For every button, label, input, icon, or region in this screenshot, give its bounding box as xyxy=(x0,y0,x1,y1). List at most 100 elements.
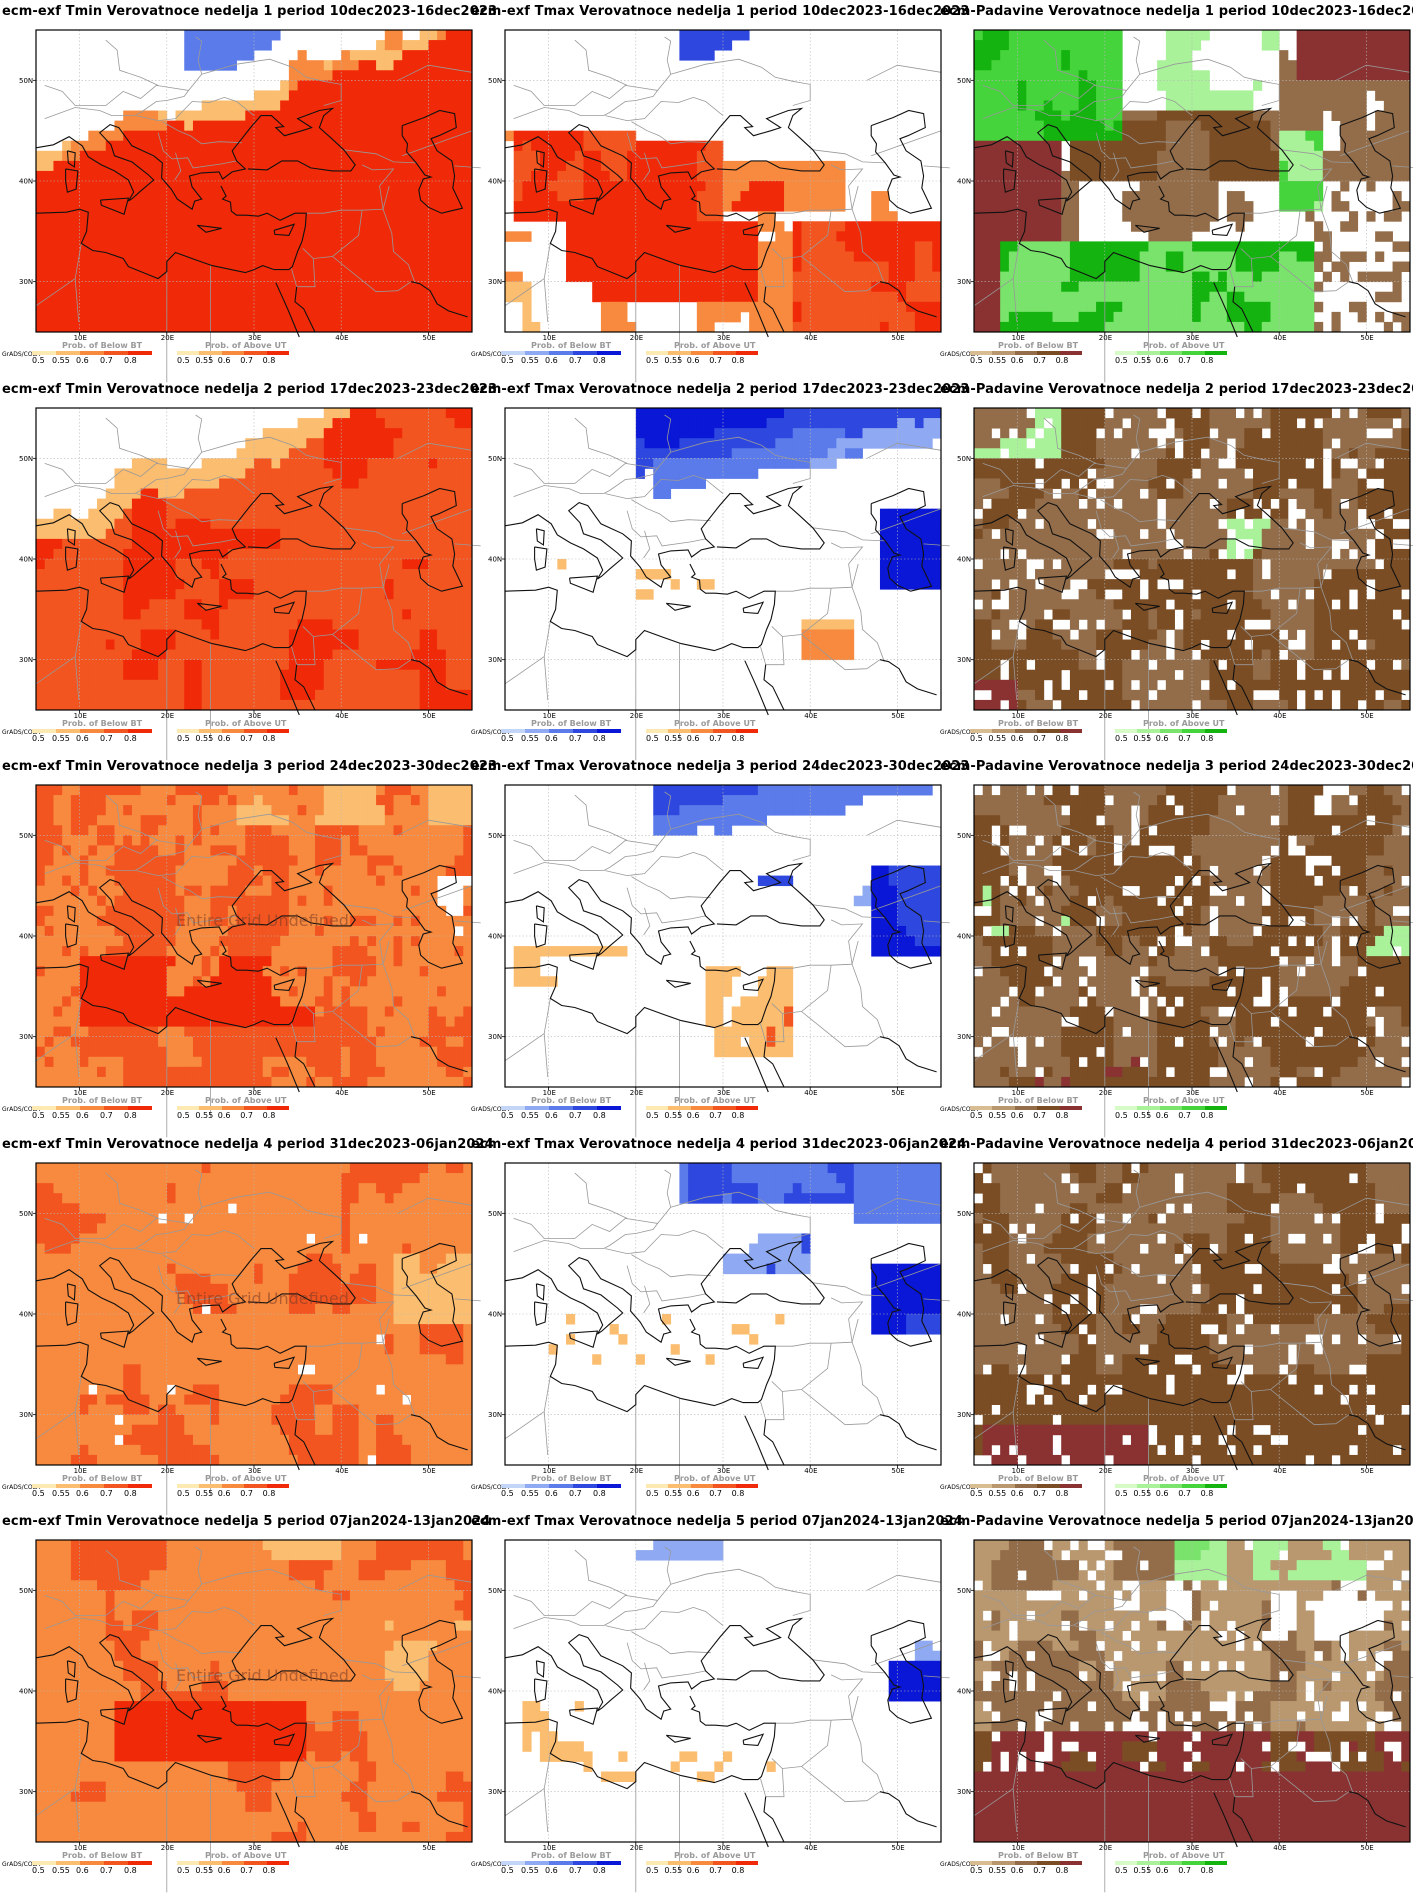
legend-tick-label: 0.5 xyxy=(177,734,190,743)
legend-colorbar xyxy=(1115,729,1227,733)
x-tick-label: 20E xyxy=(161,334,174,342)
legend-swatch xyxy=(735,1861,758,1865)
legend-above: Prob. of Above UT 0.5 0.55 0.6 0.7 0.8 xyxy=(1115,341,1227,370)
legend-tick-label: 0.5 xyxy=(501,1489,514,1498)
legend-colorbar xyxy=(1115,1484,1227,1488)
legend-swatch xyxy=(1037,1861,1060,1865)
x-tick-label: 40E xyxy=(804,1844,817,1852)
y-tick-label: 30N xyxy=(957,1788,971,1796)
legend-swatch xyxy=(549,1106,573,1110)
country-borders xyxy=(973,1546,1413,1893)
legend-title: Prob. of Above UT xyxy=(205,1851,287,1860)
legend-title: Prob. of Below BT xyxy=(998,1096,1079,1105)
x-tick-label: 40E xyxy=(1273,712,1286,720)
legend-swatch xyxy=(221,729,245,733)
y-tick-label: 50N xyxy=(19,832,33,840)
probability-cells xyxy=(505,30,942,333)
legend-below: Prob. of Below BT 0.5 0.55 0.6 0.7 0.8 xyxy=(970,1096,1082,1125)
x-tick-label: 50E xyxy=(422,1089,435,1097)
x-tick-label: 30E xyxy=(248,1089,261,1097)
legend-tick-label: 0.55 xyxy=(521,734,539,743)
legend-tick-label: 0.8 xyxy=(124,1111,137,1120)
legend-title: Prob. of Above UT xyxy=(205,1096,287,1105)
legend-tick-label: 0.7 xyxy=(100,734,113,743)
legend-colorbar xyxy=(970,351,1082,355)
coastlines xyxy=(504,107,937,338)
legend-swatch xyxy=(56,1861,80,1865)
legend-swatch xyxy=(56,729,80,733)
x-tick-label: 20E xyxy=(161,1089,174,1097)
legend-tick-label: 0.55 xyxy=(664,1866,683,1875)
legend-swatch xyxy=(1182,1106,1205,1110)
legend-tick-label: 0.6 xyxy=(545,1866,558,1875)
legend-swatch xyxy=(735,351,758,355)
legend-tick-label: 0.7 xyxy=(100,1489,113,1498)
graticule xyxy=(974,1163,1410,1465)
legend-tick-label: 0.7 xyxy=(709,734,722,743)
legend-swatch xyxy=(177,1106,200,1110)
legend-swatch xyxy=(646,1106,669,1110)
legend-tick-label: 0.7 xyxy=(1033,1111,1046,1120)
y-tick-label: 40N xyxy=(957,556,971,564)
legend-swatch xyxy=(525,351,549,355)
legend-swatch xyxy=(1182,1861,1205,1865)
y-tick-label: 30N xyxy=(957,278,971,286)
x-tick-label: 50E xyxy=(891,712,904,720)
probability-map: 10E 20E 30E 40E 50E 50N 40N 30N xyxy=(957,784,1413,1138)
country-borders xyxy=(504,791,950,1138)
legend-tick-label: 0.5 xyxy=(32,356,45,365)
legend-title: Prob. of Above UT xyxy=(1143,719,1225,728)
legend-tick-label: 0.5 xyxy=(1115,1111,1128,1120)
legend-swatch xyxy=(221,1106,245,1110)
y-tick-label: 30N xyxy=(19,278,33,286)
map-panel-tmin-week-4: ecm-exf Tmin Verovatnoce nedelja 4 perio… xyxy=(2,1137,494,1516)
y-tick-label: 40N xyxy=(488,1688,502,1696)
x-tick-label: 30E xyxy=(717,712,730,720)
map-panel-tmax-week-3: ecm-exf Tmax Verovatnoce nedelja 3 perio… xyxy=(471,759,969,1138)
legend-above: Prob. of Above UT 0.5 0.55 0.6 0.7 0.8 xyxy=(646,1851,758,1880)
legend-tick-label: 0.6 xyxy=(686,1866,700,1875)
legend-title: Prob. of Below BT xyxy=(998,1474,1079,1483)
y-tick-label: 30N xyxy=(488,1033,502,1041)
y-tick-label: 40N xyxy=(957,178,971,186)
legend-title: Prob. of Above UT xyxy=(674,719,756,728)
legend-tick-label: 0.8 xyxy=(1055,1489,1069,1498)
legend-swatch xyxy=(1182,729,1205,733)
y-tick-label: 50N xyxy=(488,1210,502,1218)
legend-swatch xyxy=(713,351,736,355)
grads-credit: GrADS/COLA xyxy=(471,1484,510,1491)
x-tick-label: 40E xyxy=(1273,334,1286,342)
x-tick-label: 40E xyxy=(335,712,348,720)
grads-credit: GrADS/COLA xyxy=(2,1106,41,1113)
legend-swatch xyxy=(128,1861,152,1865)
legend-tick-label: 0.5 xyxy=(177,1489,190,1498)
legend-colorbar xyxy=(1115,351,1227,355)
legend-swatch xyxy=(970,351,993,355)
legend-tick-label: 0.55 xyxy=(1133,1489,1152,1498)
panel-title: ecm-exf Tmax Verovatnoce nedelja 1 perio… xyxy=(471,4,970,19)
legend-swatch xyxy=(56,351,80,355)
x-tick-label: 50E xyxy=(422,1467,435,1475)
legend-tick-label: 0.6 xyxy=(217,734,231,743)
x-tick-label: 10E xyxy=(1012,334,1025,342)
legend-swatch xyxy=(690,1484,714,1488)
legend-below: Prob. of Below BT 0.5 0.55 0.6 0.7 0.8 xyxy=(970,1474,1082,1503)
legend-swatch xyxy=(1115,1106,1138,1110)
probability-cells xyxy=(974,1163,1411,1466)
legend-swatch xyxy=(128,351,152,355)
legend-swatch xyxy=(104,1106,128,1110)
legend-tick-label: 0.5 xyxy=(32,1866,45,1875)
legend-swatch xyxy=(690,729,714,733)
legend-swatch xyxy=(646,729,669,733)
panel-legend: GrADS/COLA Prob. of Below BT 0.5 0.55 0.6 0.7… xyxy=(940,1474,1410,1503)
legend-tick-label: 0.6 xyxy=(76,356,89,365)
y-tick-label: 40N xyxy=(19,933,33,941)
y-tick-label: 50N xyxy=(488,832,502,840)
y-tick-label: 50N xyxy=(957,455,971,463)
y-tick-label: 40N xyxy=(19,556,33,564)
coastlines xyxy=(35,107,468,338)
legend-colorbar xyxy=(32,351,152,355)
map-panel-prec-week-5: ecm-Padavine Verovatnoce nedelja 5 perio… xyxy=(940,1514,1413,1893)
legend-tick-label: 0.6 xyxy=(76,1489,89,1498)
x-tick-label: 20E xyxy=(630,334,643,342)
